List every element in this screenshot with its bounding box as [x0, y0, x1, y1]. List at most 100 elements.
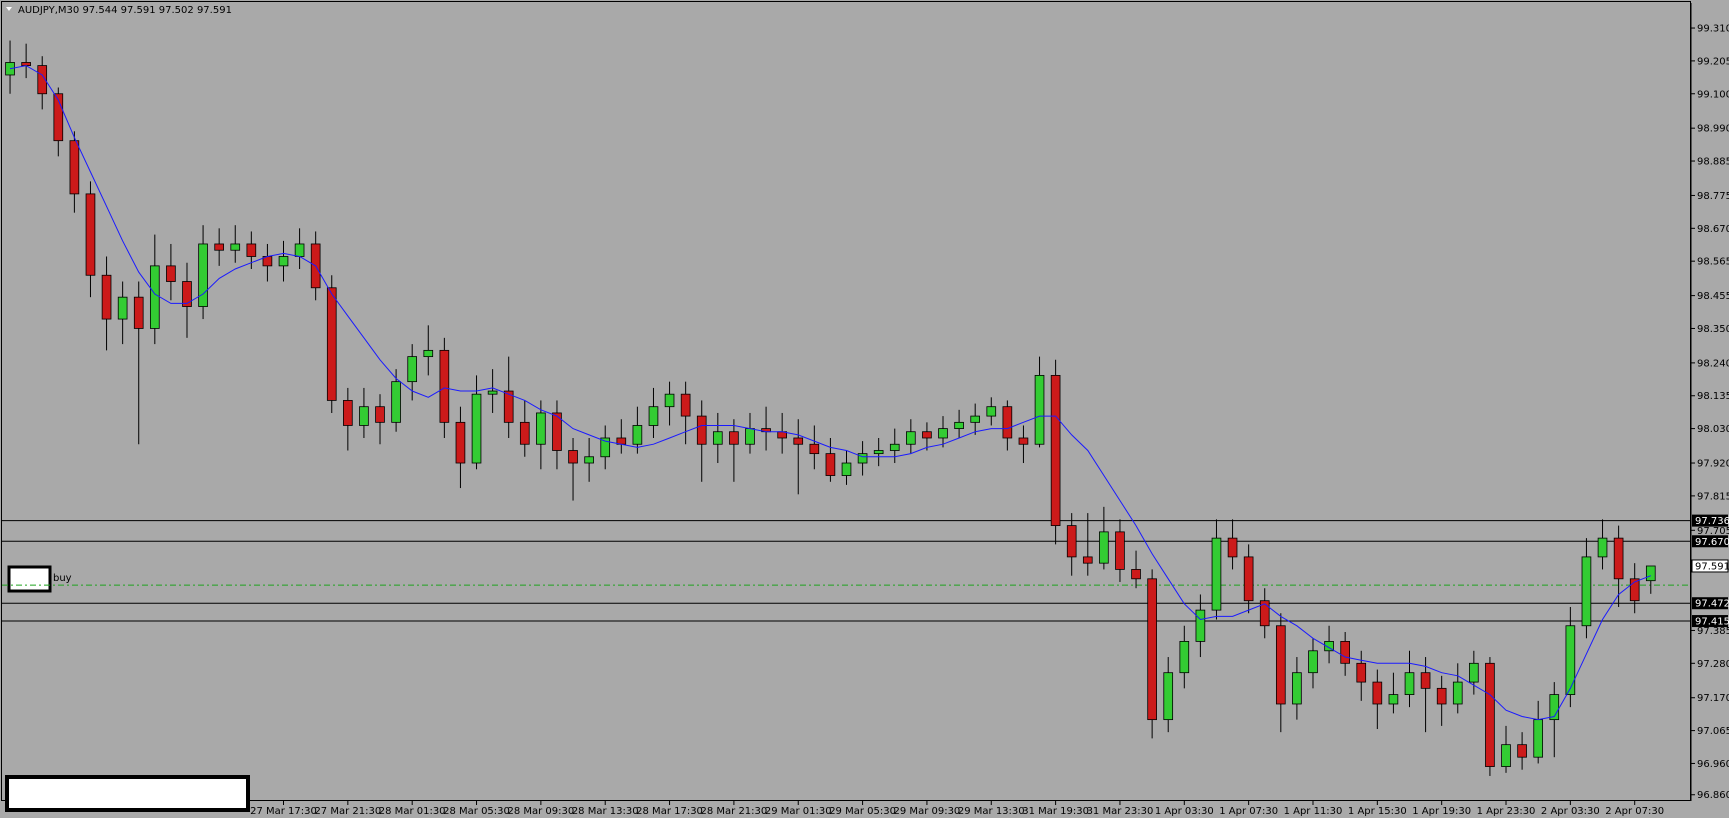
candle-body [1147, 578, 1157, 721]
candle-body [1099, 531, 1109, 564]
y-tick-label: 98.885 [1697, 157, 1729, 168]
candle-body [536, 412, 546, 445]
candle-body [680, 393, 691, 417]
candle-body [69, 140, 80, 195]
y-tick-label: 98.455 [1697, 291, 1729, 302]
candle-body [745, 428, 755, 445]
x-tick-label: 31 Mar 23:30 [1087, 806, 1154, 817]
candle-body [359, 406, 369, 426]
candle-body [407, 356, 418, 383]
y-tick-label: 98.565 [1697, 257, 1729, 268]
candle-body [632, 425, 643, 445]
y-tick-label: 98.990 [1697, 124, 1729, 135]
y-tick-label: 97.815 [1697, 491, 1729, 502]
price-label-box [1691, 559, 1729, 573]
candle-body [1581, 556, 1592, 627]
y-tick-label: 97.280 [1697, 659, 1729, 670]
level-label: 97.736 [1695, 516, 1729, 527]
candle-body [648, 406, 659, 426]
candle-body [117, 296, 128, 320]
candle-body [1131, 569, 1141, 580]
input-box[interactable] [5, 775, 250, 812]
level-label-box [1692, 597, 1728, 610]
level-label: 97.415 [1695, 617, 1729, 628]
y-tick-label: 98.135 [1697, 391, 1729, 402]
candle-body [1050, 374, 1061, 527]
candle-body [53, 93, 64, 142]
candle-body [1372, 681, 1383, 705]
candle-body [1597, 537, 1608, 558]
candle-body [568, 450, 578, 464]
candle-body [825, 453, 836, 476]
candle-body [1292, 672, 1302, 705]
candle-body [1452, 681, 1463, 705]
x-tick-label: 31 Mar 19:30 [1022, 806, 1089, 817]
x-tick-label: 1 Apr 19:30 [1412, 806, 1471, 817]
x-tick-label: 28 Mar 05:30 [443, 806, 510, 817]
candle-body [326, 287, 337, 401]
candle-body [1002, 406, 1013, 439]
candle-body [1308, 650, 1318, 674]
candle-body [1517, 744, 1527, 758]
candle-body [889, 443, 900, 451]
candle-body [1613, 537, 1624, 580]
x-tick-label: 1 Apr 23:30 [1477, 806, 1536, 817]
y-tick-label: 98.240 [1697, 358, 1729, 369]
x-tick-label: 29 Mar 05:30 [829, 806, 896, 817]
candle-body [278, 256, 289, 267]
candle-body [519, 421, 530, 445]
buy-button[interactable] [7, 565, 52, 593]
candle-body [970, 415, 981, 423]
candle-body [1420, 672, 1431, 689]
candle-body [246, 243, 257, 257]
x-tick-label: 29 Mar 13:30 [958, 806, 1025, 817]
candle-body [1163, 672, 1174, 721]
level-label-box [1692, 535, 1728, 548]
candle-body [375, 406, 385, 423]
candle-body [1034, 374, 1045, 445]
candle-body [809, 443, 820, 455]
candle-body [600, 437, 611, 458]
candle-body [1324, 641, 1334, 652]
candle-body [954, 421, 964, 430]
candle-body [1388, 694, 1399, 705]
y-tick-label: 96.860 [1697, 790, 1729, 801]
candle-body [552, 412, 562, 451]
level-label-box [1692, 615, 1728, 628]
candle-body [906, 431, 916, 445]
x-tick-label: 1 Apr 15:30 [1348, 806, 1407, 817]
y-tick-label: 97.065 [1697, 726, 1729, 737]
x-tick-label: 1 Apr 11:30 [1284, 806, 1343, 817]
candle-body [1195, 609, 1206, 642]
x-tick-label: 29 Mar 09:30 [894, 806, 961, 817]
level-label-box [1692, 514, 1728, 527]
candle-body [1436, 687, 1447, 705]
candle-body [1259, 600, 1270, 627]
candle-body [873, 450, 884, 455]
candle-body [1565, 625, 1576, 695]
candle-body [857, 453, 868, 464]
candle-body [793, 437, 804, 445]
x-tick-label: 1 Apr 03:30 [1155, 806, 1214, 817]
y-tick-label: 97.385 [1697, 626, 1729, 637]
candle-body [1533, 719, 1544, 758]
candle-body [182, 281, 192, 307]
menu-arrow[interactable] [6, 7, 12, 11]
candle-body [1549, 694, 1560, 721]
candle-body [166, 265, 176, 282]
y-tick-label: 97.170 [1697, 693, 1729, 704]
candle-body [455, 421, 466, 464]
candle-body [1082, 556, 1093, 564]
moving-average [9, 65, 1651, 721]
candle-body [1485, 662, 1495, 767]
candle-body [1645, 565, 1656, 582]
candle-body [439, 349, 450, 423]
y-tick-label: 98.030 [1697, 424, 1729, 435]
candle-body [584, 456, 594, 464]
x-tick-label: 28 Mar 09:30 [507, 806, 574, 817]
y-tick-label: 99.205 [1697, 56, 1729, 67]
candle-body [294, 243, 305, 257]
candle-body [133, 296, 144, 329]
candle-body [922, 431, 932, 439]
